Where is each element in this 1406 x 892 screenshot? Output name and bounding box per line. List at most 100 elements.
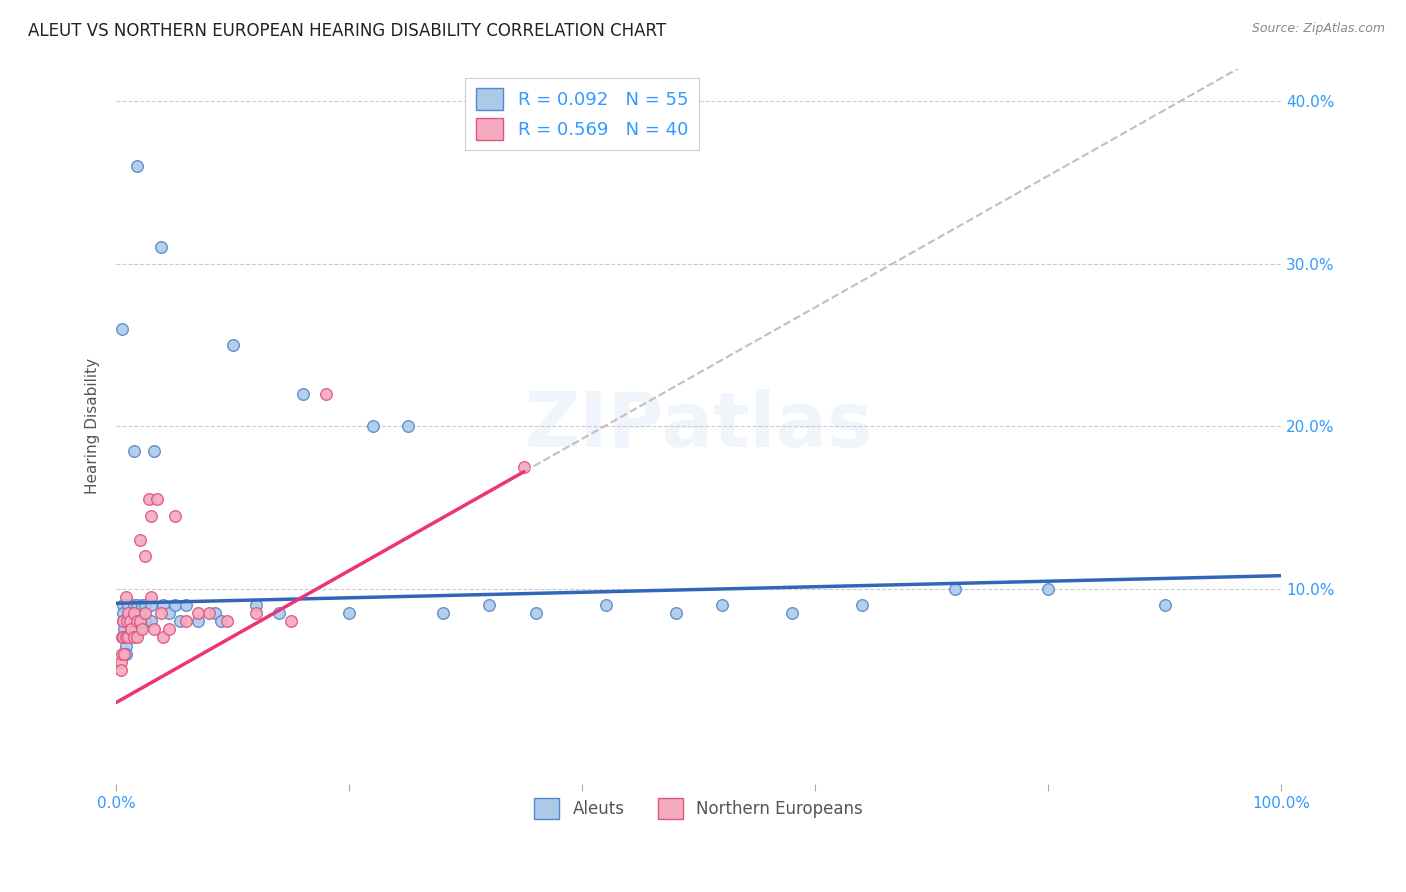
Point [157, 623, 180, 637]
Point [128, 614, 150, 628]
Point [163, 508, 186, 523]
Point [157, 606, 180, 620]
Point [245, 598, 267, 612]
Point [315, 386, 337, 401]
Point [142, 623, 165, 637]
Point [112, 631, 135, 645]
Point [114, 647, 136, 661]
Point [174, 598, 197, 612]
Point [114, 639, 136, 653]
Point [124, 623, 146, 637]
Point [711, 598, 734, 612]
Point [112, 647, 135, 661]
Point [122, 606, 145, 620]
Point [111, 321, 134, 335]
Point [169, 614, 191, 628]
Point [127, 614, 149, 628]
Point [149, 606, 172, 620]
Point [134, 614, 156, 628]
Point [291, 386, 314, 401]
Point [138, 492, 160, 507]
Point [117, 614, 139, 628]
Point [117, 598, 139, 612]
Point [152, 631, 174, 645]
Point [131, 623, 153, 637]
Point [142, 443, 165, 458]
Point [120, 614, 142, 628]
Point [149, 240, 172, 254]
Point [110, 663, 132, 677]
Point [112, 623, 135, 637]
Point [664, 606, 686, 620]
Point [120, 623, 142, 637]
Y-axis label: Hearing Disability: Hearing Disability [86, 358, 100, 494]
Point [1038, 582, 1060, 596]
Point [513, 459, 536, 474]
Point [112, 614, 135, 628]
Point [432, 606, 454, 620]
Point [780, 606, 803, 620]
Point [110, 655, 132, 669]
Point [127, 631, 149, 645]
Point [187, 614, 209, 628]
Point [198, 606, 221, 620]
Point [134, 606, 156, 620]
Point [396, 419, 419, 434]
Point [152, 598, 174, 612]
Legend: Aleuts, Northern Europeans: Aleuts, Northern Europeans [527, 792, 870, 825]
Point [215, 614, 238, 628]
Point [146, 492, 169, 507]
Point [112, 631, 135, 645]
Point [114, 590, 136, 604]
Point [187, 606, 209, 620]
Point [269, 606, 291, 620]
Point [478, 598, 501, 612]
Point [280, 614, 302, 628]
Point [131, 598, 153, 612]
Point [209, 614, 232, 628]
Point [117, 606, 139, 620]
Point [128, 606, 150, 620]
Point [122, 631, 145, 645]
Point [141, 590, 163, 604]
Point [337, 606, 360, 620]
Point [524, 606, 547, 620]
Point [131, 614, 153, 628]
Point [117, 631, 139, 645]
Point [141, 508, 163, 523]
Point [128, 623, 150, 637]
Point [114, 631, 136, 645]
Point [141, 614, 163, 628]
Point [112, 614, 135, 628]
Point [222, 338, 245, 352]
Point [111, 647, 134, 661]
Point [204, 606, 226, 620]
Point [111, 631, 134, 645]
Point [127, 598, 149, 612]
Text: Source: ZipAtlas.com: Source: ZipAtlas.com [1251, 22, 1385, 36]
Point [127, 159, 149, 173]
Point [134, 549, 156, 564]
Point [115, 614, 138, 628]
Point [943, 582, 966, 596]
Point [122, 598, 145, 612]
Point [124, 606, 146, 620]
Point [163, 598, 186, 612]
Point [134, 598, 156, 612]
Point [122, 443, 145, 458]
Point [245, 606, 267, 620]
Point [595, 598, 617, 612]
Text: ALEUT VS NORTHERN EUROPEAN HEARING DISABILITY CORRELATION CHART: ALEUT VS NORTHERN EUROPEAN HEARING DISAB… [28, 22, 666, 40]
Point [128, 533, 150, 547]
Point [120, 614, 142, 628]
Point [851, 598, 873, 612]
Point [1154, 598, 1177, 612]
Text: ZIPatlas: ZIPatlas [524, 389, 873, 463]
Point [174, 614, 197, 628]
Point [361, 419, 384, 434]
Point [112, 598, 135, 612]
Point [141, 598, 163, 612]
Point [120, 606, 142, 620]
Point [120, 623, 142, 637]
Point [112, 606, 135, 620]
